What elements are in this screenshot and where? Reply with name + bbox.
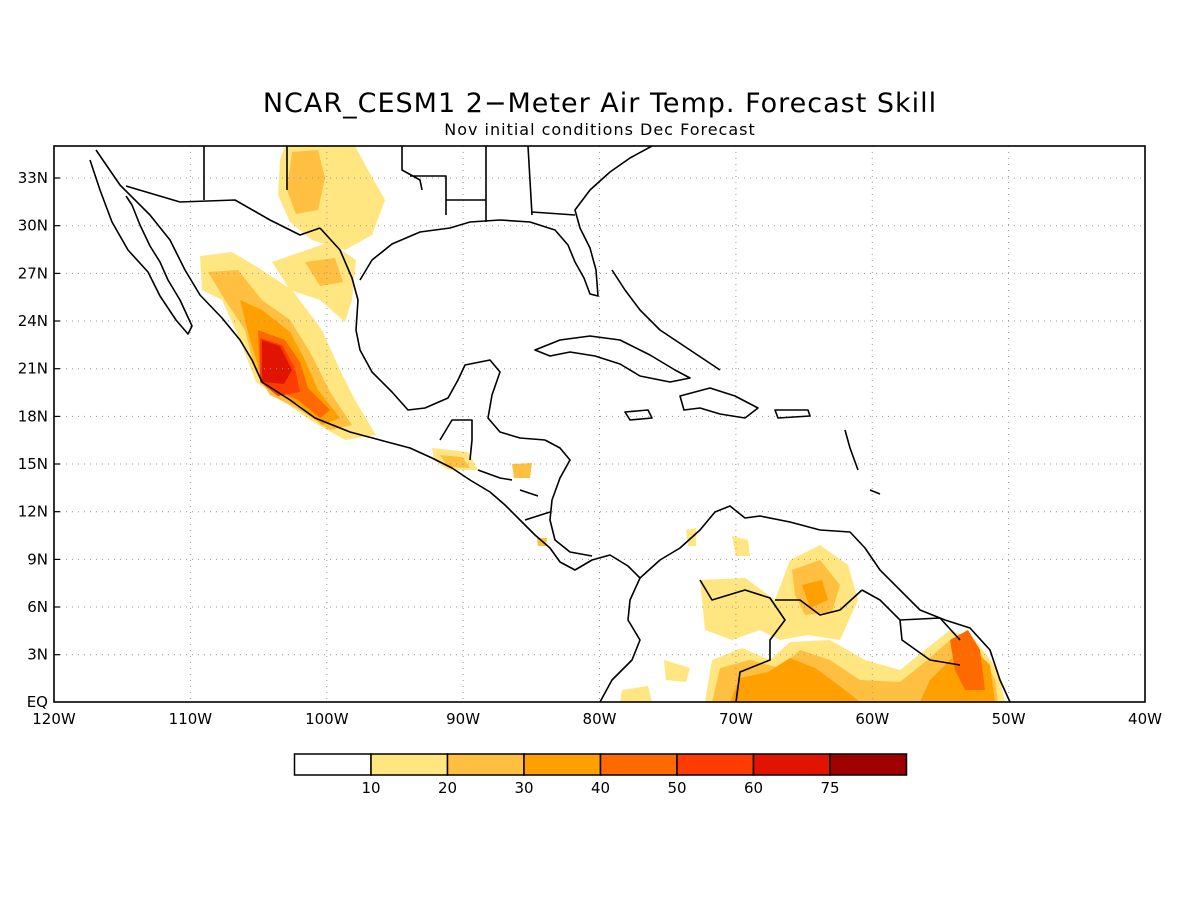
south-america-borders: [699, 579, 961, 702]
lon-label: 60W: [855, 710, 889, 728]
skill-shading: [200, 146, 1005, 702]
south-america-north-coast: [639, 505, 1011, 702]
lat-label: EQ: [27, 693, 48, 711]
antilles-coast: [611, 269, 881, 495]
lon-label: 40W: [1128, 710, 1162, 728]
puerto-rico-coast: [774, 409, 811, 419]
baja-california-coast: [89, 159, 193, 335]
skill-region-coahuila-core: [305, 258, 343, 286]
skill-region-amazon-40: [730, 658, 860, 702]
us-gulf-coast: [359, 146, 653, 297]
colorbar-swatch: [752, 753, 831, 776]
us-mexico-border: [125, 185, 321, 236]
skill-region-colombia-patch: [664, 660, 690, 682]
colorbar-swatch: [523, 753, 602, 776]
chart-subtitle: Nov initial conditions Dec Forecast: [444, 120, 756, 139]
hispaniola-coast: [679, 387, 759, 419]
lat-label: 9N: [27, 550, 48, 568]
lat-label: 24N: [18, 312, 48, 330]
colorbar-label: 50: [667, 779, 686, 797]
skill-region-honduras: [512, 463, 532, 478]
colorbar-swatch: [293, 753, 372, 776]
lon-label: 100W: [305, 710, 349, 728]
lat-label: 33N: [18, 169, 48, 187]
skill-region-pacific-ecuador: [620, 686, 652, 702]
colorbar-swatch: [370, 753, 449, 776]
skill-region-guiana-50: [950, 630, 985, 690]
lon-label: 120W: [32, 710, 76, 728]
skill-region-jalisco-60: [262, 340, 292, 384]
map-frame: [53, 145, 1146, 703]
lon-label: 50W: [992, 710, 1026, 728]
lon-label: 90W: [446, 710, 480, 728]
map-gridlines: [54, 146, 1145, 702]
lat-label: 21N: [18, 360, 48, 378]
colorbar-swatch: [829, 753, 908, 776]
colorbar-swatch: [599, 753, 678, 776]
lat-ticks: [54, 177, 60, 656]
chart-title: NCAR_CESM1 2−Meter Air Temp. Forecast Sk…: [262, 88, 938, 119]
central-america-caribbean-coast: [544, 439, 593, 557]
colorbar-swatch: [676, 753, 755, 776]
lon-labels: 120W 110W 100W 90W 80W 70W 60W 50W 40W: [32, 710, 1162, 728]
skill-region-maracaibo: [686, 528, 696, 546]
lat-label: 18N: [18, 407, 48, 425]
colorbar-label: 40: [591, 779, 610, 797]
skill-region-guatemala-core: [440, 455, 470, 468]
colorbar-label: 60: [744, 779, 763, 797]
central-america-borders: [439, 419, 551, 521]
colorbar-label: 30: [514, 779, 533, 797]
lat-label: 3N: [27, 646, 48, 664]
colorbar-label: 75: [820, 779, 839, 797]
coastlines: [89, 146, 1011, 702]
lon-label: 80W: [583, 710, 617, 728]
skill-region-venezuela-north: [732, 536, 750, 556]
lon-label: 110W: [169, 710, 213, 728]
colorbar-label: 10: [361, 779, 380, 797]
colorbar: [293, 753, 908, 776]
lat-label: 15N: [18, 455, 48, 473]
colorbar-label: 20: [438, 779, 457, 797]
lon-label: 70W: [719, 710, 753, 728]
lat-label: 30N: [18, 217, 48, 235]
lat-label: 27N: [18, 264, 48, 282]
us-state-borders: [203, 146, 576, 222]
lat-label: 12N: [18, 503, 48, 521]
colorbar-labels: 10 20 30 40 50 60 75: [361, 779, 839, 797]
skill-region-venezuela-40: [802, 580, 828, 608]
colorbar-swatch: [446, 753, 525, 776]
skill-region-texas-core: [287, 150, 325, 214]
gulf-of-mexico-coast: [319, 227, 546, 441]
lat-label: 6N: [27, 598, 48, 616]
lat-labels: 33N 30N 27N 24N 21N 18N 15N 12N 9N 6N 3N…: [18, 169, 48, 711]
cuba-coast: [534, 335, 691, 383]
jamaica-coast: [624, 409, 653, 421]
mexico-pacific-coast: [95, 149, 641, 702]
